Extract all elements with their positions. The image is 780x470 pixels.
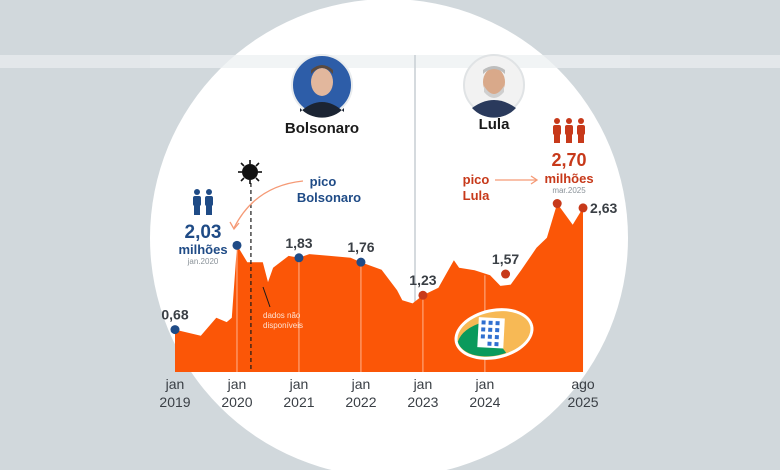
arrowhead-icon <box>229 221 240 231</box>
x-tick-month: ago <box>571 376 595 392</box>
lula-name: Lula <box>479 116 510 133</box>
bolsonaro-peak-title-2: Bolsonaro <box>297 190 361 205</box>
band-overlay <box>150 55 630 68</box>
data-point <box>418 290 428 300</box>
x-tick-year: 2024 <box>469 394 500 410</box>
data-point <box>578 203 588 213</box>
x-tick-month: jan <box>289 376 309 392</box>
data-point <box>170 325 180 335</box>
data-point <box>501 269 511 279</box>
data-point <box>232 240 242 250</box>
x-tick-month: jan <box>351 376 371 392</box>
x-tick-year: 2021 <box>283 394 314 410</box>
data-label: 0,68 <box>161 307 188 323</box>
data-label: 1,57 <box>492 251 519 267</box>
lula-peak-title-1: pico <box>463 172 490 187</box>
data-point <box>356 257 366 267</box>
data-label: 1,23 <box>409 272 436 288</box>
data-label: 1,76 <box>347 239 374 255</box>
missing-data-note-2: disponíveis <box>263 321 303 330</box>
missing-data-note-1: dados não <box>263 311 301 320</box>
bolsonaro-peak-title-1: pico <box>310 174 337 189</box>
data-point <box>294 253 304 263</box>
x-tick-year: 2019 <box>159 394 190 410</box>
missing-data-pointer <box>262 286 271 308</box>
bolsonaro-peak-value: 2,03 <box>185 222 222 243</box>
bolsonaro-photo <box>291 54 353 118</box>
people-icon-three <box>553 118 585 143</box>
arrowhead-icon <box>530 175 539 185</box>
x-tick-month: jan <box>475 376 495 392</box>
people-icon-two <box>193 189 213 215</box>
data-label: 2,63 <box>590 200 617 216</box>
virus-icon <box>238 160 262 184</box>
x-tick-year: 2020 <box>221 394 252 410</box>
x-tick-month: jan <box>165 376 185 392</box>
lula-peak-value: 2,70 <box>551 150 586 170</box>
inss-logo <box>454 308 534 360</box>
lula-peak-title-2: Lula <box>463 188 490 203</box>
bolsonaro-peak-unit: milhões <box>178 242 227 257</box>
data-label: 1,83 <box>285 235 312 251</box>
data-point <box>552 199 562 209</box>
lula-peak-date: mar.2025 <box>552 186 586 195</box>
bolsonaro-peak-date: jan.2020 <box>187 257 219 266</box>
x-tick-year: 2022 <box>345 394 376 410</box>
bolsonaro-name: Bolsonaro <box>285 120 359 137</box>
bolsonaro-peak-arrow <box>233 180 304 229</box>
x-tick-month: jan <box>227 376 247 392</box>
x-tick-month: jan <box>413 376 433 392</box>
x-tick-year: 2025 <box>567 394 598 410</box>
lula-photo <box>463 54 525 118</box>
x-tick-year: 2023 <box>407 394 438 410</box>
lula-peak-unit: milhões <box>544 171 593 186</box>
